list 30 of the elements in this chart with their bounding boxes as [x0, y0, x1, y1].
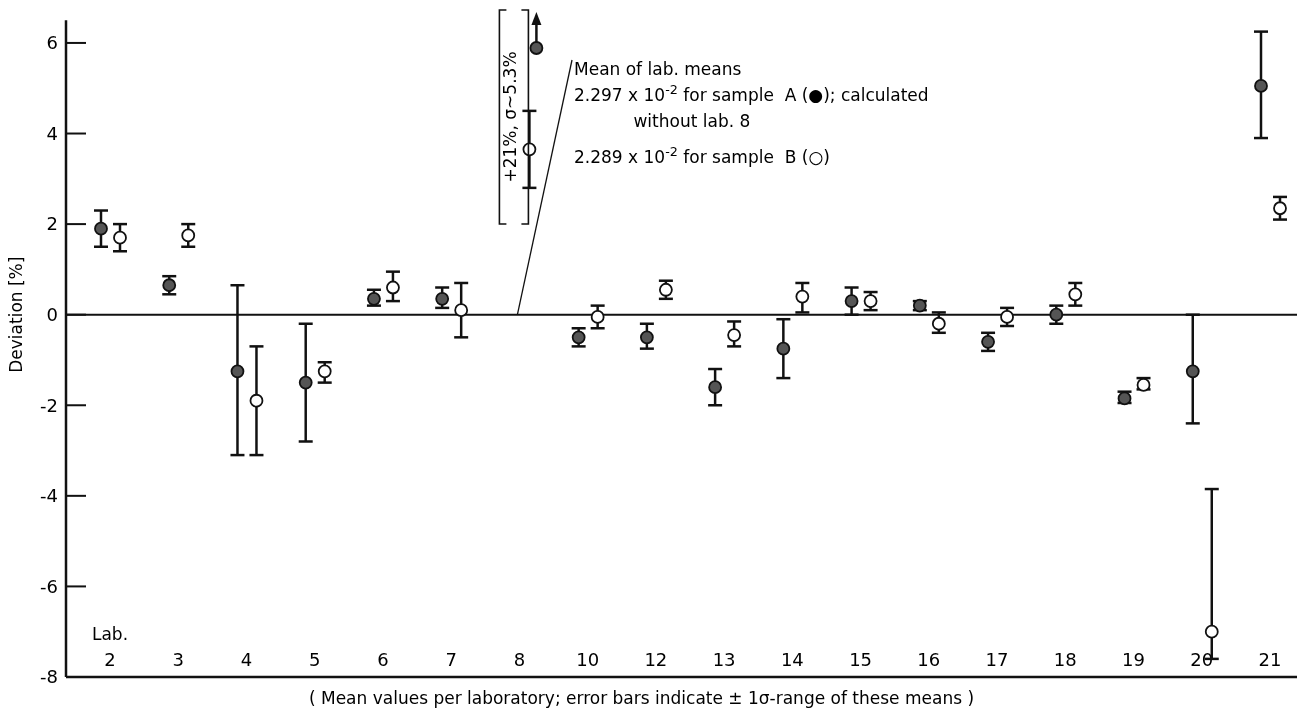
x-tick-label: 14 [780, 649, 804, 670]
y-tick-label: -6 [40, 575, 58, 597]
annotation: Lab. [91, 624, 129, 644]
x-tick-label: 21 [1258, 649, 1282, 670]
x-tick-label: 2 [104, 649, 116, 670]
x-tick-label: 18 [1053, 649, 1077, 670]
y-axis-title: Deviation [%] [6, 256, 26, 373]
y-tick-label: 0 [46, 303, 58, 325]
y-tick-label: -8 [40, 666, 58, 688]
y-tick-label: -4 [40, 485, 58, 507]
y-tick-label: 6 [46, 32, 58, 54]
y-tick-label: 2 [46, 213, 58, 235]
y-tick-label: 4 [46, 122, 58, 144]
x-tick-label: 13 [712, 649, 736, 670]
x-tick-label: 12 [644, 649, 668, 670]
x-tick-label: 3 [172, 649, 184, 670]
x-axis-title: ( Mean values per laboratory; error bars indicate ± 1σ-range of these means ) [308, 688, 975, 708]
x-tick-label: 6 [377, 649, 389, 670]
x-tick-label: 7 [445, 649, 457, 670]
annotation: +21%, σ~5.3% [500, 51, 521, 183]
x-tick-label: 4 [240, 649, 253, 670]
x-tick-label: 15 [849, 649, 873, 670]
x-tick-label: 17 [985, 649, 1009, 670]
x-tick-label: 19 [1122, 649, 1145, 670]
x-tick-label: 10 [576, 649, 600, 670]
x-tick-label: 5 [308, 649, 321, 670]
x-tick-label: 8 [513, 649, 526, 670]
ref-line-label: Mean of lab. means 2.297 x 10$^{-2}$ for sample A (●); calculated without lab. 8 2.289 x 10$^{-2}$ for sample B (○) [574, 59, 929, 167]
y-tick-label: -2 [40, 394, 58, 416]
x-tick-label: 16 [917, 649, 941, 670]
